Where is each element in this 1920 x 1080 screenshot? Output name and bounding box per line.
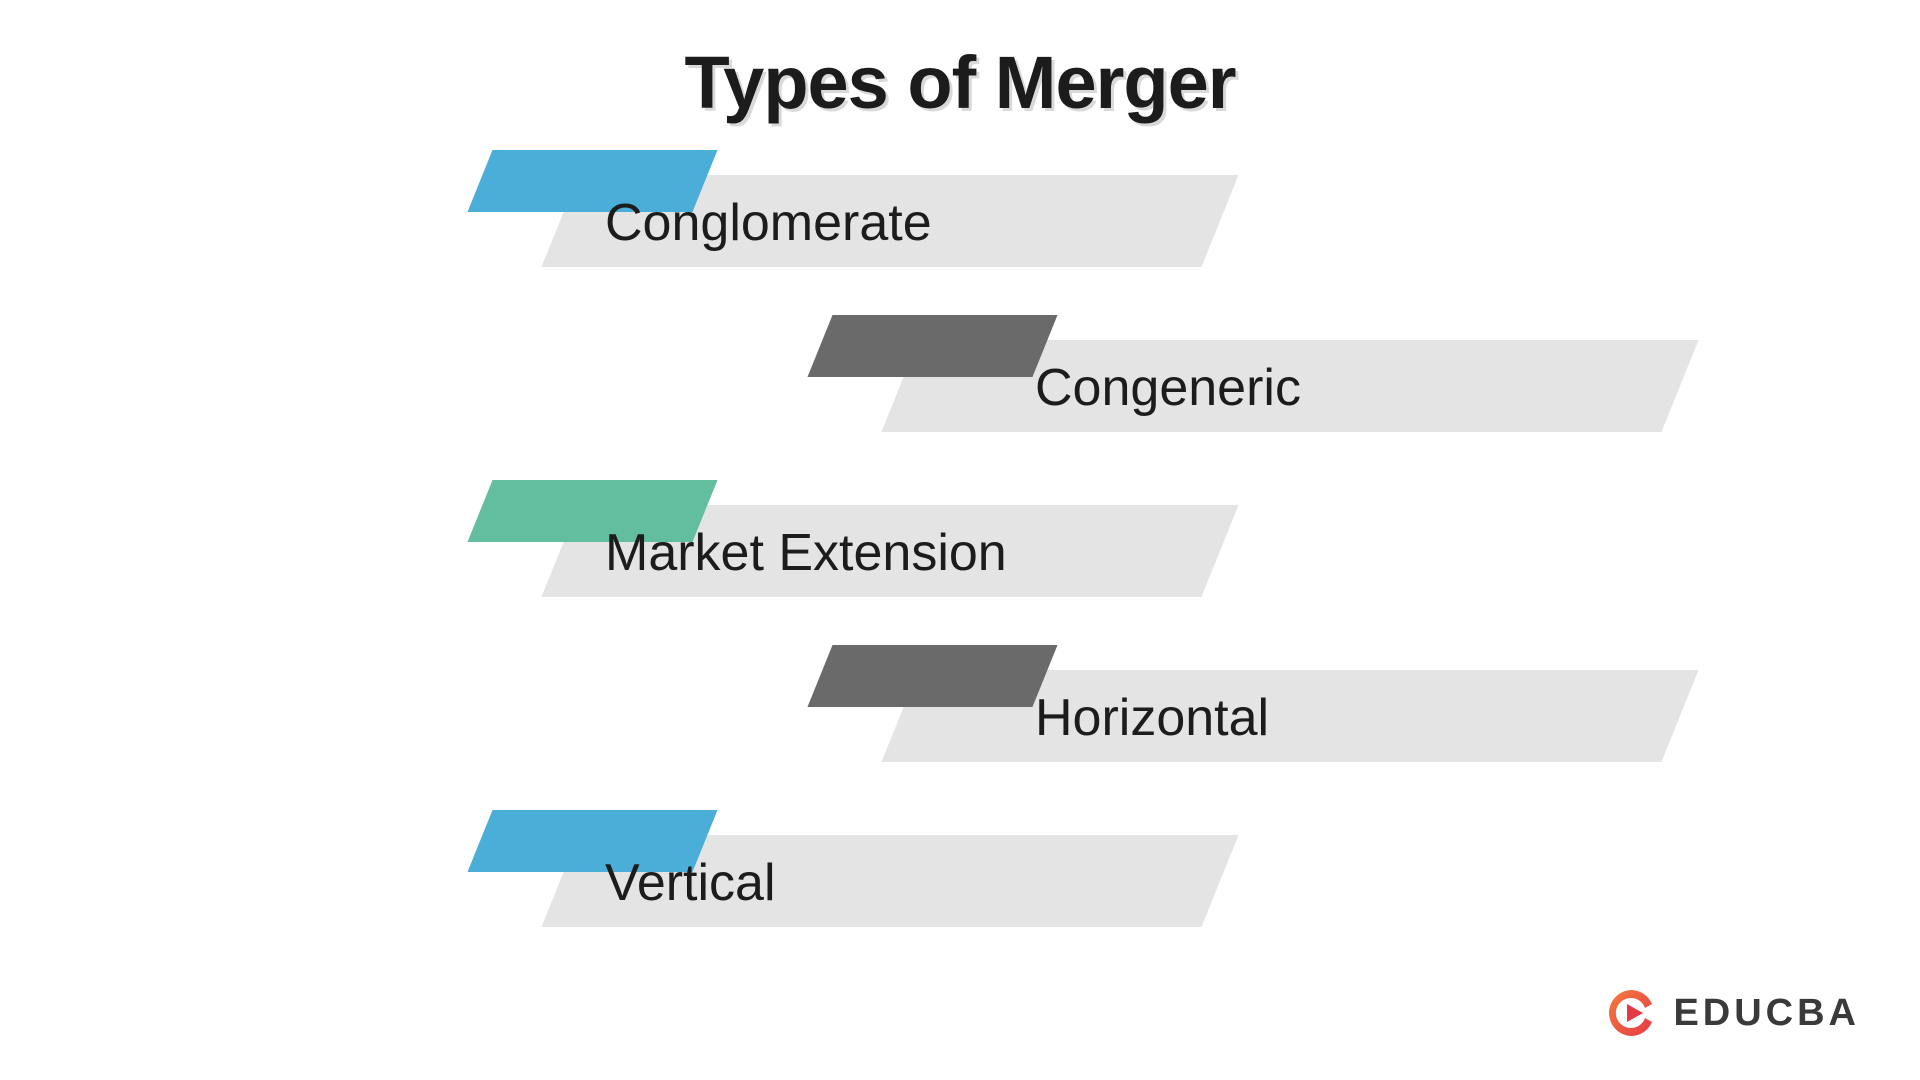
diagram-title: Types of Merger: [684, 40, 1235, 125]
play-icon: [1605, 986, 1659, 1040]
item-label: Conglomerate: [605, 193, 932, 253]
item-label: Horizontal: [1035, 688, 1269, 748]
brand-logo: EDUCBA: [1605, 986, 1860, 1040]
item-label: Vertical: [605, 853, 776, 913]
item-label: Market Extension: [605, 523, 1007, 583]
item-tag: [807, 315, 1057, 377]
brand-name: EDUCBA: [1673, 992, 1860, 1035]
item-label: Congeneric: [1035, 358, 1301, 418]
item-tag: [807, 645, 1057, 707]
